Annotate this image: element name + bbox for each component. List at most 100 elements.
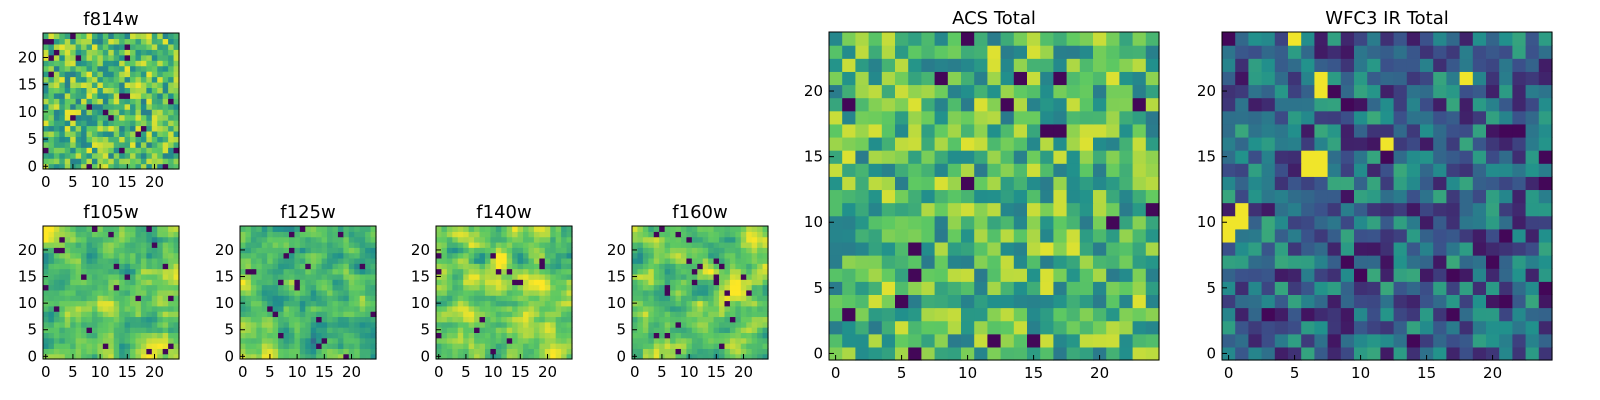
- heatmap-cell: [288, 247, 295, 254]
- heatmap-cell: [479, 295, 486, 302]
- panel-title: ACS Total: [952, 8, 1036, 29]
- heatmap-cell: [1499, 110, 1513, 125]
- heatmap-cell: [1000, 281, 1015, 295]
- heatmap-cell: [1433, 215, 1447, 230]
- heatmap-cell: [436, 343, 443, 349]
- heatmap-cell: [316, 257, 323, 264]
- heatmap-cell: [81, 263, 88, 270]
- heatmap-cell: [1040, 136, 1054, 151]
- heatmap-cell: [91, 130, 98, 137]
- heatmap-cell: [642, 273, 649, 280]
- heatmap-cell: [124, 125, 131, 132]
- heatmap-cell: [566, 252, 573, 259]
- heatmap-cell: [113, 120, 120, 127]
- heatmap-cell: [240, 348, 247, 355]
- heatmap-cell: [539, 252, 546, 259]
- heatmap-cell: [1027, 189, 1041, 204]
- heatmap-cell: [1406, 136, 1421, 151]
- heatmap-cell: [762, 241, 769, 248]
- heatmap-cell: [1040, 32, 1054, 46]
- heatmap-cell: [702, 327, 709, 333]
- heatmap-cell: [1013, 123, 1028, 138]
- heatmap-cell: [555, 263, 562, 270]
- heatmap-cell: [86, 147, 93, 154]
- heatmap-cell: [1013, 97, 1028, 112]
- heatmap-cell: [1274, 307, 1289, 322]
- heatmap-cell: [173, 33, 180, 40]
- heatmap-cell: [173, 38, 180, 45]
- heatmap-cell: [359, 311, 366, 318]
- heatmap-cell: [43, 98, 50, 105]
- heatmap-cell: [305, 236, 312, 243]
- heatmap-cell: [1066, 228, 1081, 243]
- heatmap-cell: [70, 38, 77, 45]
- heatmap-cell: [479, 332, 486, 339]
- heatmap-cell: [457, 327, 464, 333]
- heatmap-cell: [310, 279, 317, 286]
- heatmap-cell: [310, 332, 317, 339]
- heatmap-cell: [75, 284, 82, 291]
- heatmap-cell: [1486, 150, 1500, 164]
- heatmap-cell: [1340, 202, 1355, 217]
- heatmap-cell: [1512, 228, 1527, 243]
- heatmap-cell: [146, 98, 153, 105]
- heatmap-cell: [1459, 228, 1474, 243]
- heatmap-cell: [124, 92, 131, 99]
- heatmap-cell: [48, 353, 55, 360]
- heatmap-cell: [921, 71, 936, 86]
- heatmap-cell: [108, 71, 115, 78]
- heatmap-cell: [359, 247, 366, 254]
- heatmap-cell: [751, 337, 758, 344]
- heatmap-cell: [108, 337, 115, 344]
- heatmap-cell: [321, 252, 328, 259]
- heatmap-cell: [97, 321, 104, 328]
- heatmap-cell: [168, 284, 175, 291]
- heatmap-cell: [686, 284, 693, 291]
- heatmap-cell: [162, 92, 169, 99]
- heatmap-cell: [337, 348, 344, 355]
- heatmap-cell: [1288, 346, 1302, 361]
- heatmap-cell: [75, 120, 82, 127]
- heatmap-cell: [75, 87, 82, 94]
- heatmap-cell: [1327, 58, 1342, 72]
- heatmap-cell: [53, 337, 60, 344]
- heatmap-cell: [91, 226, 98, 232]
- heatmap-cell: [245, 332, 252, 339]
- heatmap-cell: [267, 263, 274, 270]
- heatmap-cell: [675, 348, 682, 355]
- heatmap-cell: [452, 353, 459, 360]
- heatmap-cell: [506, 226, 513, 232]
- x-tick-label: 5: [1290, 364, 1300, 382]
- axes-frame: [828, 31, 1160, 361]
- heatmap-cell: [321, 300, 328, 307]
- heatmap-cell: [751, 289, 758, 296]
- heatmap-cell: [659, 247, 666, 254]
- heatmap-cell: [97, 300, 104, 307]
- heatmap-cell: [146, 327, 153, 333]
- heatmap-cell: [130, 147, 137, 154]
- heatmap-cell: [343, 300, 350, 307]
- heatmap-cell: [91, 263, 98, 270]
- panel-title: f140w: [476, 202, 531, 223]
- heatmap-cell: [1380, 281, 1395, 295]
- heatmap-cell: [561, 257, 568, 264]
- heatmap-cell: [113, 348, 120, 355]
- heatmap-cell: [751, 252, 758, 259]
- heatmap-cell: [365, 241, 372, 248]
- heatmap-cell: [868, 84, 883, 99]
- heatmap-cell: [343, 257, 350, 264]
- heatmap-cell: [70, 81, 77, 88]
- y-tick-label: 15: [18, 268, 37, 286]
- heatmap-cell: [868, 228, 883, 243]
- heatmap-cell: [974, 294, 988, 309]
- heatmap-cell: [1446, 268, 1461, 282]
- heatmap-cell: [48, 300, 55, 307]
- heatmap-cell: [729, 268, 736, 275]
- heatmap-cell: [1093, 110, 1107, 125]
- heatmap-cell: [348, 252, 355, 259]
- heatmap-cell: [921, 228, 936, 243]
- heatmap-cell: [1132, 228, 1147, 243]
- heatmap-cell: [436, 236, 443, 243]
- heatmap-cell: [124, 247, 131, 254]
- heatmap-cell: [539, 284, 546, 291]
